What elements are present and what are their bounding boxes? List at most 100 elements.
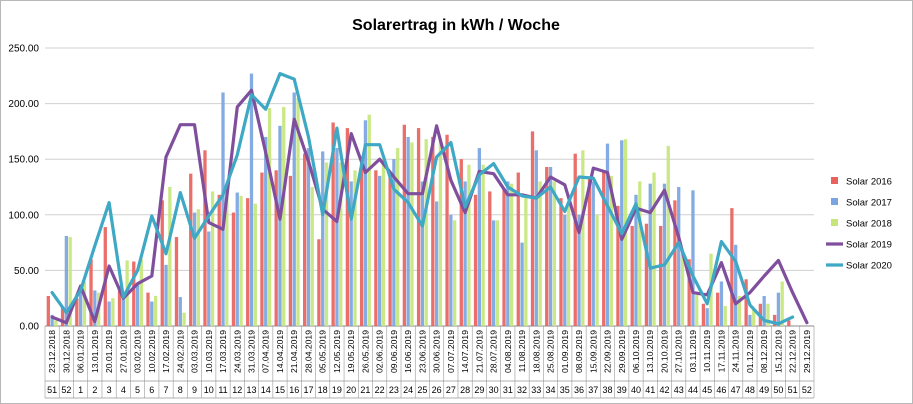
x-date-label: 24.02.2019 xyxy=(175,330,185,373)
bar xyxy=(78,290,83,326)
x-date-label: 16.06.2019 xyxy=(403,330,413,373)
bar xyxy=(239,195,243,326)
bar xyxy=(545,166,549,326)
x-week-label: 46 xyxy=(716,385,726,395)
bar xyxy=(715,292,720,326)
bar xyxy=(410,142,414,326)
bar xyxy=(566,205,571,326)
bar xyxy=(495,220,500,326)
bar xyxy=(321,151,325,326)
bar xyxy=(449,214,453,326)
x-date-label: 30.12.2018 xyxy=(61,330,71,373)
bar xyxy=(673,200,677,326)
bar xyxy=(416,128,421,326)
bar xyxy=(402,124,406,326)
x-date-label: 14.04.2019 xyxy=(275,330,285,373)
x-date-label: 24.03.2019 xyxy=(232,330,242,373)
legend-item: Solar 2019 xyxy=(826,240,892,251)
x-date-label: 19.05.2019 xyxy=(346,330,356,373)
x-week-label: 41 xyxy=(645,385,655,395)
bar xyxy=(530,131,535,326)
x-date-label: 15.09.2019 xyxy=(588,330,598,373)
bar xyxy=(107,301,111,326)
x-date-label: 20.01.2019 xyxy=(104,330,114,373)
x-week-label: 6 xyxy=(149,385,154,395)
x-date-label: 22.12.2019 xyxy=(788,330,798,373)
x-date-label: 13.01.2019 xyxy=(90,330,100,373)
bar xyxy=(459,159,463,326)
x-week-label: 7 xyxy=(164,385,169,395)
bar xyxy=(221,92,225,326)
x-date-label: 04.08.2019 xyxy=(503,330,513,373)
x-date-label: 07.07.2019 xyxy=(446,330,456,373)
x-week-label: 21 xyxy=(360,385,370,395)
bar xyxy=(378,175,382,326)
bar xyxy=(349,181,353,326)
bar xyxy=(609,175,613,326)
bar xyxy=(648,183,652,326)
bar xyxy=(260,172,264,326)
x-date-label: 26.05.2019 xyxy=(360,330,370,373)
bar xyxy=(310,187,314,326)
bar xyxy=(388,175,392,326)
bar xyxy=(249,73,254,327)
bar xyxy=(605,143,610,326)
bar xyxy=(659,225,663,326)
bar xyxy=(616,205,620,326)
bar xyxy=(217,194,221,326)
bar xyxy=(734,244,738,326)
x-date-label: 06.01.2019 xyxy=(76,330,86,373)
bar xyxy=(591,181,595,326)
bar xyxy=(744,279,748,326)
x-week-label: 32 xyxy=(517,385,527,395)
x-date-label: 01.09.2019 xyxy=(560,330,570,373)
bar xyxy=(82,281,87,326)
y-tick-label: 100.00 xyxy=(8,210,39,221)
bar xyxy=(288,175,293,326)
x-date-label: 20.10.2019 xyxy=(660,330,670,373)
legend-item: Solar 2016 xyxy=(831,177,892,188)
x-week-label: 45 xyxy=(702,385,712,395)
bar xyxy=(274,170,278,326)
bar xyxy=(68,237,72,326)
bar-series xyxy=(54,98,784,326)
y-tick-label: 200.00 xyxy=(8,99,39,110)
bar xyxy=(762,295,766,326)
bar xyxy=(695,294,699,326)
x-week-label: 25 xyxy=(417,385,427,395)
x-week-label: 4 xyxy=(121,385,126,395)
bar xyxy=(488,191,492,326)
bar xyxy=(406,136,410,326)
x-week-label: 37 xyxy=(588,385,598,395)
bar xyxy=(548,166,553,326)
x-week-label: 14 xyxy=(261,385,271,395)
x-date-label: 28.04.2019 xyxy=(304,330,314,373)
bar xyxy=(282,106,286,326)
x-week-label: 27 xyxy=(446,385,456,395)
x-week-label: 19 xyxy=(332,385,342,395)
bar xyxy=(335,148,339,326)
x-date-label: 23.06.2019 xyxy=(417,330,427,373)
bar xyxy=(246,198,250,326)
x-week-label: 15 xyxy=(275,385,285,395)
bar xyxy=(473,194,478,326)
x-date-label: 21.07.2019 xyxy=(474,330,484,373)
bar xyxy=(581,150,585,326)
bar xyxy=(231,212,236,326)
x-week-label: 29 xyxy=(474,385,484,395)
bar xyxy=(253,203,257,326)
bar xyxy=(396,148,400,326)
bar xyxy=(121,294,125,326)
x-week-label: 44 xyxy=(688,385,698,395)
bar xyxy=(374,170,378,326)
legend-label: Solar 2020 xyxy=(846,261,892,272)
x-date-label: 05.05.2019 xyxy=(318,330,328,373)
bar xyxy=(146,292,150,326)
x-date-label: 02.06.2019 xyxy=(375,330,385,373)
bar xyxy=(424,139,428,326)
x-week-label: 18 xyxy=(318,385,328,395)
x-week-label: 52 xyxy=(802,385,812,395)
x-week-label: 52 xyxy=(61,385,71,395)
x-date-label: 28.07.2019 xyxy=(489,330,499,373)
bar xyxy=(132,261,136,326)
